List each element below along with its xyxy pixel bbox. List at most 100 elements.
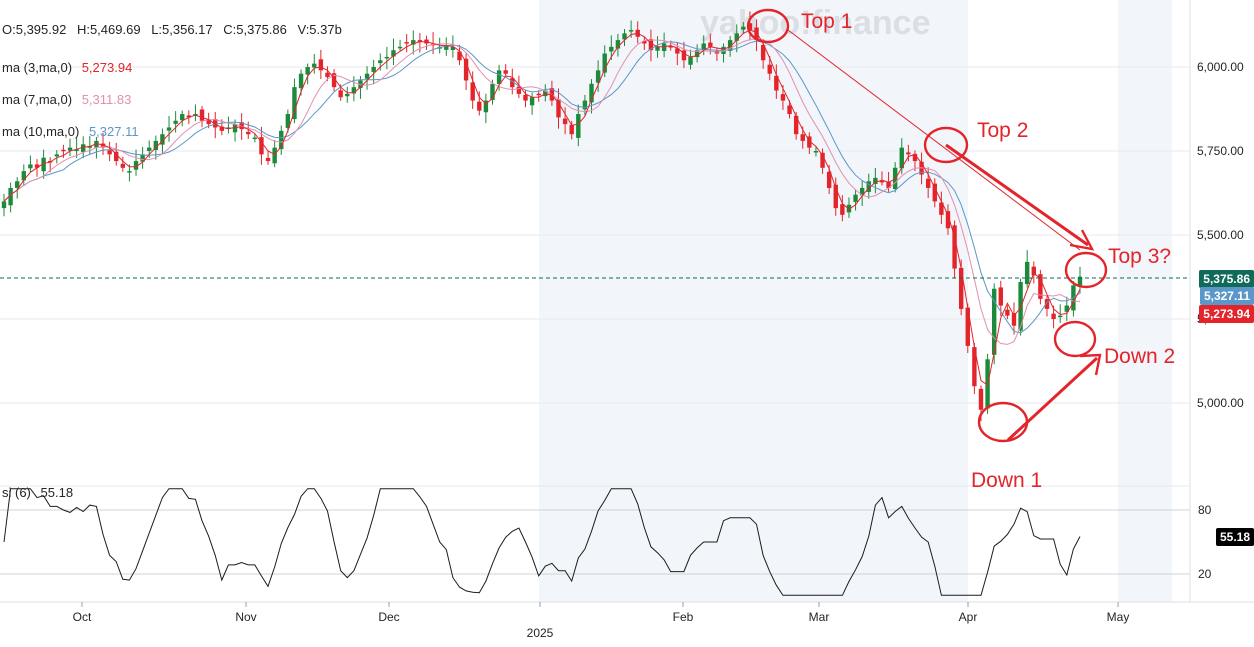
candle-body: [523, 94, 528, 101]
annotation-layer: [746, 8, 1108, 443]
candle-body: [820, 152, 825, 168]
candle-body: [912, 153, 918, 162]
candle-body: [206, 119, 211, 125]
candle-body: [668, 46, 673, 48]
price-axis-labels: 5,000.005,250.005,500.005,750.006,000.00: [1197, 60, 1244, 410]
price-grid: [0, 66, 1190, 404]
candle-body: [873, 177, 878, 185]
candle-body: [866, 181, 871, 192]
candle-body: [265, 157, 271, 162]
candle-body: [140, 154, 145, 162]
candle-body: [173, 120, 178, 124]
down1-to-down2-arrow-line: [1006, 356, 1099, 442]
candle-body: [127, 171, 132, 173]
candle-body: [417, 40, 423, 42]
candle-body: [107, 150, 112, 155]
candle-body: [1038, 274, 1043, 299]
down-1-circle: [977, 401, 1029, 443]
top2-to-top3-arrow-line: [945, 143, 1089, 247]
candle-body: [503, 70, 508, 74]
ohlc-legend: O:5,395.92 H:5,469.69 L:5,356.17 C:5,375…: [2, 22, 349, 37]
candle-body: [886, 181, 891, 188]
candle-body: [318, 59, 324, 71]
candle-body: [516, 86, 522, 94]
candle-body: [1064, 305, 1069, 312]
candle-body: [642, 40, 647, 44]
candle-body: [648, 39, 654, 51]
ma10-legend[interactable]: ma (10,ma,0) 5,327.11: [2, 124, 139, 139]
candlestick-series: [1, 11, 1083, 422]
candle-body: [569, 125, 574, 135]
candle-body: [61, 149, 66, 152]
candle-body: [8, 187, 13, 206]
ma3-label: ma (3,ma,0): [2, 60, 73, 75]
candle-body: [945, 211, 951, 229]
candle-body: [41, 157, 46, 172]
candle-body: [28, 164, 33, 169]
candle-body: [232, 124, 238, 133]
down-2-circle: [1053, 320, 1097, 358]
candle-body: [780, 94, 786, 101]
candle-body: [120, 163, 126, 168]
top-2-circle: [923, 126, 969, 164]
candle-body: [609, 46, 614, 52]
candle-body: [67, 147, 73, 151]
candle-body: [787, 105, 792, 115]
candle-body: [397, 46, 403, 49]
candle-body: [978, 388, 984, 410]
candle-body: [628, 30, 634, 32]
candle-body: [622, 33, 627, 40]
candle-body: [853, 194, 858, 202]
candle-body: [688, 56, 693, 65]
rsi-series: [3, 488, 1081, 596]
moving-averages: [3, 29, 1081, 386]
candle-body: [74, 149, 79, 151]
price-tick-label: 5,000.00: [1197, 396, 1244, 410]
ma3-legend[interactable]: ma (3,ma,0) 5,273.94: [2, 60, 132, 75]
candle-body: [741, 26, 746, 30]
candle-body: [1018, 282, 1023, 331]
candle-body: [1031, 266, 1036, 276]
rsi-legend[interactable]: si (6) 55.18: [2, 485, 73, 500]
candle-body: [180, 114, 185, 121]
candle-body: [800, 134, 805, 141]
candle-body: [166, 127, 172, 131]
time-tick-label: 2025: [527, 626, 554, 640]
candle-body: [378, 60, 383, 64]
price-tick-label: 5,500.00: [1197, 228, 1244, 242]
candle-body: [708, 42, 713, 47]
candle-body: [305, 67, 310, 75]
ohlc-close: C:5,375.86: [223, 22, 287, 37]
candle-body: [1024, 261, 1030, 285]
ma7-legend[interactable]: ma (7,ma,0) 5,311.83: [2, 92, 131, 107]
candle-body: [1051, 313, 1056, 319]
candle-body: [444, 45, 449, 50]
rsi-label: si (6): [2, 485, 31, 500]
candle-body: [727, 40, 733, 51]
ma10-price-tag: 5,327.11: [1199, 287, 1254, 305]
candle-body: [147, 147, 152, 151]
candle-body: [939, 202, 944, 215]
candle-body: [701, 43, 706, 50]
candle-body: [589, 83, 594, 103]
candle-body: [675, 48, 680, 54]
candle-body: [463, 58, 469, 81]
candle-body: [760, 44, 766, 61]
close-price-tag: 5,375.86: [1199, 270, 1254, 288]
ma10-value: 5,327.11: [88, 124, 139, 139]
candle-body: [404, 42, 409, 44]
candle-body: [1044, 299, 1050, 309]
candle-body: [562, 118, 568, 125]
candle-body: [906, 152, 911, 155]
candle-body: [450, 46, 456, 50]
candle-body: [338, 90, 343, 98]
candle-body: [358, 80, 363, 88]
candle-body: [859, 187, 865, 196]
candle-body: [932, 183, 937, 202]
candle-body: [774, 75, 779, 91]
candle-body: [879, 180, 885, 183]
time-axis-labels: Oct Nov Dec 2025 Feb Mar Apr May: [73, 602, 1129, 640]
ma3-price-tag: 5,273.94: [1199, 305, 1254, 323]
candle-body: [351, 87, 357, 94]
